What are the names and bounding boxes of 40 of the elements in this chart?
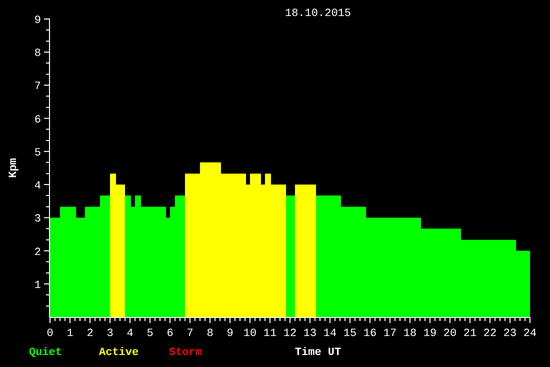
y-tick-label: 1 <box>34 280 42 292</box>
x-tick-label: 1 <box>66 328 74 340</box>
x-tick-label: 13 <box>303 328 317 340</box>
x-tick-label: 5 <box>146 328 154 340</box>
x-tick-label: 17 <box>383 328 397 340</box>
text: Active <box>99 347 140 359</box>
x-tick-label: 8 <box>206 328 214 340</box>
y-tick-label: 3 <box>34 214 41 226</box>
x-tick-label: 0 <box>46 328 54 340</box>
y-tick-label: 4 <box>34 180 42 193</box>
x-tick-label: 24 <box>523 328 537 340</box>
x-tick-label: 11 <box>263 328 277 340</box>
x-tick-label: 18 <box>403 328 417 340</box>
x-tick-label: 14 <box>323 328 337 340</box>
y-tick-label: 6 <box>34 114 41 126</box>
y-tick-label: 7 <box>34 81 41 94</box>
x-tick-label: 7 <box>186 328 194 340</box>
x-tick-label: 4 <box>126 328 134 340</box>
y-tick-label: 9 <box>34 15 41 27</box>
x-tick-label: 6 <box>166 328 174 340</box>
x-tick-label: 22 <box>483 328 497 340</box>
y-tick-label: 8 <box>34 48 41 60</box>
chart-title: 18.10.2015 <box>284 8 352 20</box>
x-tick-label: 21 <box>463 328 477 340</box>
x-axis-title: Time UT <box>294 347 342 359</box>
x-tick-label: 10 <box>243 328 257 340</box>
x-tick-label: 9 <box>226 328 234 340</box>
x-tick-label: 2 <box>86 328 94 340</box>
x-tick-label: 16 <box>363 328 377 340</box>
x-tick-label: 15 <box>343 328 357 340</box>
text: Quiet <box>29 347 62 359</box>
x-tick-label: 19 <box>423 328 437 340</box>
text: Storm <box>169 347 202 359</box>
x-tick-label: 12 <box>283 328 297 340</box>
x-tick-label: 20 <box>443 328 457 340</box>
y-axis-title: Kpm <box>8 158 20 178</box>
y-tick-label: 2 <box>34 246 41 259</box>
y-tick-label: 5 <box>34 147 41 160</box>
x-tick-label: 23 <box>503 328 517 340</box>
x-tick-label: 3 <box>106 328 114 340</box>
